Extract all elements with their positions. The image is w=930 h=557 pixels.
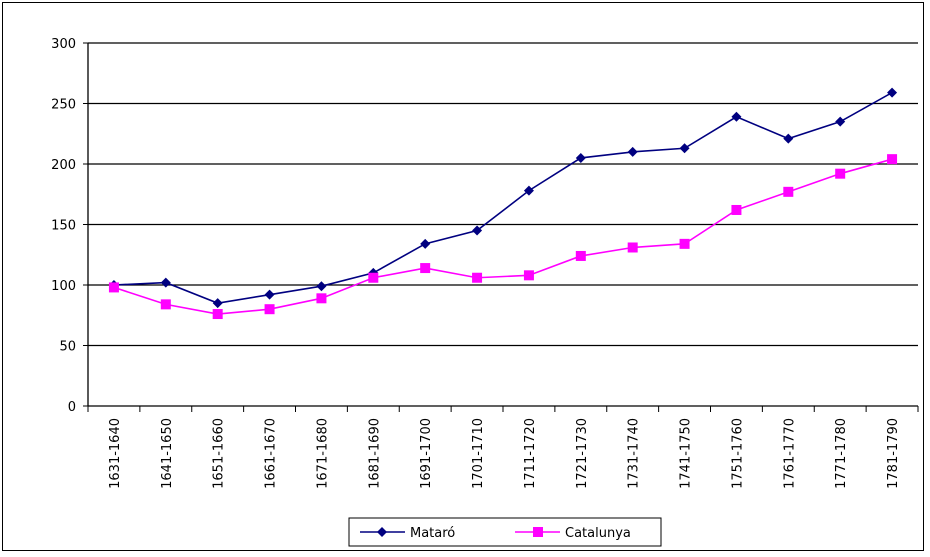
data-point-matar- (731, 111, 742, 122)
data-point-catalunya (575, 250, 586, 261)
series (108, 87, 898, 320)
y-tick-label: 300 (51, 37, 76, 52)
x-tick-label: 1721-1730 (575, 418, 590, 489)
x-tick-label: 1671-1680 (315, 418, 330, 489)
data-point-catalunya (420, 263, 431, 274)
legend-label-catalunya: Catalunya (565, 526, 631, 541)
data-point-catalunya (160, 299, 171, 310)
data-point-catalunya (368, 272, 379, 283)
y-tick-label: 200 (51, 158, 76, 173)
data-point-catalunya (212, 309, 223, 320)
y-tick-label: 100 (51, 279, 76, 294)
series-line-catalunya (113, 158, 893, 315)
data-point-matar- (264, 289, 275, 300)
data-point-matar- (835, 116, 846, 127)
data-point-catalunya (108, 282, 119, 293)
data-point-catalunya (316, 293, 327, 304)
data-point-matar- (316, 281, 327, 292)
x-tick-label: 1781-1790 (886, 418, 901, 489)
data-point-matar- (783, 133, 794, 144)
data-point-catalunya (472, 272, 483, 283)
x-tick-label: 1701-1710 (471, 418, 486, 489)
data-point-matar- (679, 143, 690, 154)
x-tick-label: 1711-1720 (523, 418, 538, 489)
x-tick-label: 1771-1780 (834, 418, 849, 489)
x-tick-label: 1631-1640 (108, 418, 123, 489)
data-point-matar- (627, 146, 638, 157)
data-point-catalunya (731, 204, 742, 215)
data-point-matar- (160, 277, 171, 288)
x-tick-label: 1731-1740 (627, 418, 642, 489)
x-tick-label: 1691-1700 (419, 418, 434, 489)
data-point-catalunya (679, 238, 690, 249)
x-tick-label: 1641-1650 (160, 418, 175, 489)
x-tick-label: 1651-1660 (212, 418, 227, 489)
data-point-matar- (523, 185, 534, 196)
x-tick-label: 1751-1760 (730, 418, 745, 489)
data-point-catalunya (523, 270, 534, 281)
x-tick-label: 1761-1770 (782, 418, 797, 489)
data-point-matar- (212, 298, 223, 309)
data-point-catalunya (264, 304, 275, 315)
axes: 0 50 100 150 200 250 300 1631-1640 1641-1650 1651… (51, 37, 919, 489)
y-tick-label: 150 (51, 219, 76, 234)
data-point-matar- (472, 225, 483, 236)
y-tick-label: 0 (68, 400, 76, 415)
data-point-catalunya (887, 154, 898, 165)
legend-label-mataro: Mataró (410, 526, 455, 541)
data-point-matar- (887, 87, 898, 98)
data-point-catalunya (835, 168, 846, 179)
series-line-matar- (113, 91, 893, 304)
chart-frame (2, 2, 924, 551)
data-point-catalunya (627, 242, 638, 253)
x-tick-label: 1681-1690 (367, 418, 382, 489)
legend: Mataró Catalunya (348, 517, 662, 547)
x-tick-label: 1661-1670 (264, 418, 279, 489)
x-tick-label: 1741-1750 (679, 418, 694, 489)
data-point-catalunya (783, 186, 794, 197)
y-tick-label: 250 (51, 98, 76, 113)
data-point-matar- (420, 238, 431, 249)
gridlines (88, 42, 918, 347)
data-point-matar- (575, 152, 586, 163)
legend-marker-catalunya (533, 527, 543, 537)
legend-marker-mataro (377, 527, 387, 537)
y-tick-label: 50 (59, 340, 76, 355)
